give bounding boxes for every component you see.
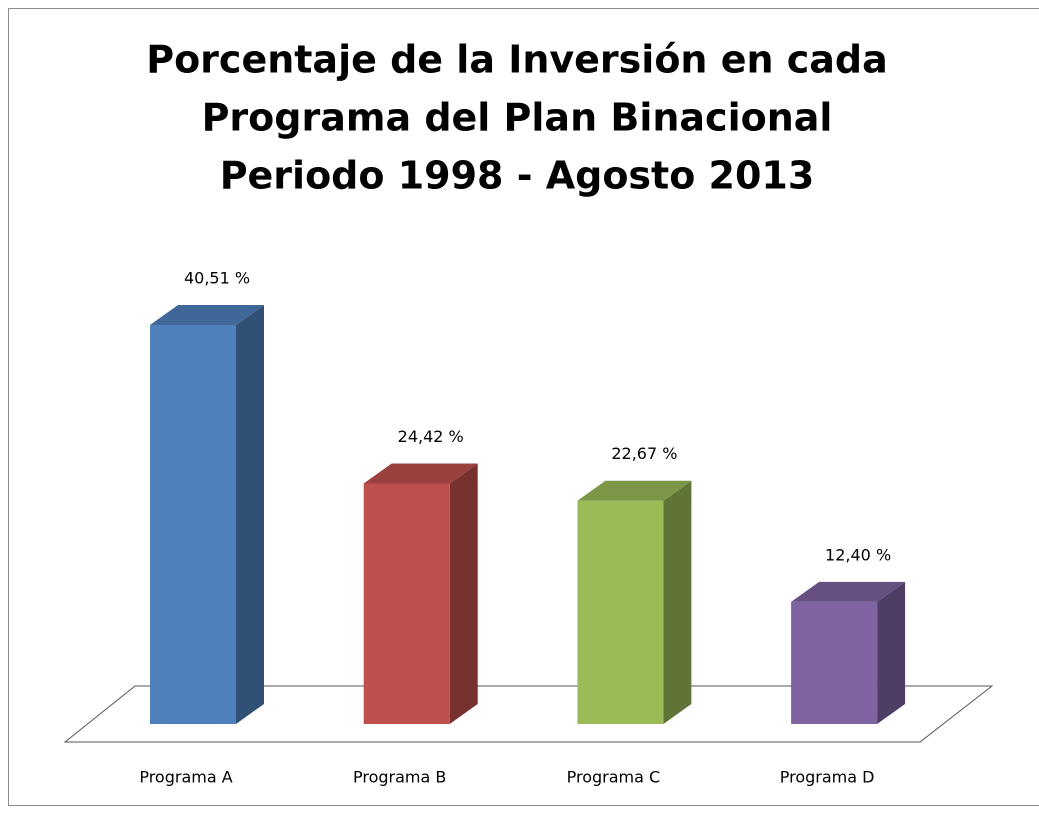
x-tick-label: Programa A (139, 768, 232, 787)
bar-side (449, 463, 478, 724)
bar-top (150, 304, 264, 325)
bar-top (363, 463, 478, 484)
value-label: 40,51 % (184, 268, 250, 287)
bar-side (236, 304, 264, 724)
chart-title: Periodo 1998 - Agosto 2013 (220, 154, 815, 198)
value-label: 22,67 % (611, 444, 677, 463)
value-label: 24,42 % (398, 427, 464, 446)
bar-side (877, 581, 906, 724)
x-tick-label: Programa D (780, 768, 875, 787)
bar-top (577, 480, 692, 501)
floor (63, 685, 994, 743)
x-tick-label: Programa B (353, 768, 446, 787)
x-tick-label: Programa C (567, 768, 661, 787)
bar-top (791, 581, 906, 602)
bar (150, 324, 236, 724)
bar (791, 601, 878, 724)
chart-title: Programa del Plan Binacional (202, 96, 833, 140)
value-label: 12,40 % (825, 545, 891, 564)
chart-title: Porcentaje de la Inversión en cada (146, 38, 888, 82)
bar-side (663, 480, 692, 724)
bar (363, 483, 450, 724)
bar (577, 500, 664, 724)
